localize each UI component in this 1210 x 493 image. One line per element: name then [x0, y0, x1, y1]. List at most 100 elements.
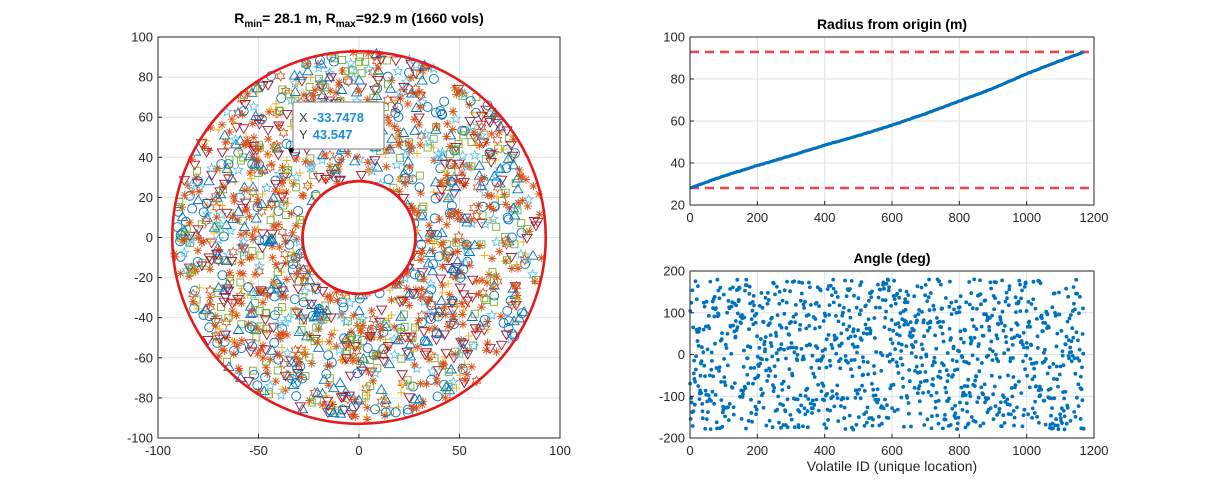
scatter-point-asterisk — [354, 87, 363, 96]
angle-point — [714, 306, 718, 310]
scatter-point-triangle-down — [394, 297, 406, 308]
angle-point — [1043, 422, 1048, 427]
scatter-point-asterisk — [501, 200, 511, 209]
angle-point — [710, 359, 714, 363]
scatter-point-hexagram — [281, 369, 292, 381]
angle-point — [897, 325, 902, 329]
scatter-axes[interactable]: -100 -50 0 50 100 -100-80-60-40-200204060801… — [127, 10, 571, 458]
scatter-point-square — [342, 350, 351, 359]
angle-point — [889, 318, 894, 322]
scatter-point-asterisk — [299, 191, 308, 201]
scatter-radius-circles — [170, 49, 548, 426]
scatter-point-plus — [397, 388, 406, 397]
scatter-point-triangle-down — [225, 257, 238, 267]
scatter-point-star — [487, 213, 499, 224]
scatter-point-plus — [228, 118, 237, 127]
angle-point — [1016, 299, 1021, 304]
scatter-point-triangle-down — [313, 173, 325, 183]
angle-point — [747, 291, 752, 296]
scatter-y-tick-label: -80 — [134, 390, 153, 405]
angle-point — [933, 406, 938, 410]
angle-point — [839, 331, 844, 336]
angle-point — [1052, 377, 1056, 381]
scatter-point-hexagram — [438, 177, 449, 189]
scatter-point-star — [340, 316, 352, 327]
scatter-point-asterisk — [176, 269, 185, 278]
scatter-point-triangle-down — [222, 174, 235, 185]
scatter-point-square — [356, 357, 365, 365]
scatter-point-asterisk — [316, 315, 326, 325]
angle-point — [947, 396, 951, 401]
scatter-point-plus — [386, 286, 395, 295]
scatter-point-circle — [254, 159, 265, 170]
angle-point — [691, 325, 695, 330]
angle-point — [990, 358, 995, 362]
scatter-point-asterisk — [483, 338, 492, 348]
angle-point — [913, 314, 918, 319]
angle-point — [900, 362, 905, 367]
scatter-point-asterisk — [211, 321, 220, 331]
scatter-point-circle — [400, 173, 411, 184]
scatter-point-asterisk — [363, 158, 373, 167]
angle-point — [792, 425, 797, 430]
angle-point — [704, 299, 709, 304]
angle-point — [913, 340, 918, 344]
scatter-x-tick-label: -100 — [145, 443, 171, 458]
scatter-point-asterisk — [523, 201, 532, 211]
angle-point — [849, 358, 854, 362]
scatter-point-asterisk — [292, 269, 301, 278]
scatter-point-triangle-up — [422, 257, 435, 268]
angle-point — [740, 313, 744, 317]
scatter-point-asterisk — [248, 119, 257, 128]
angle-point — [949, 312, 954, 316]
scatter-point-asterisk — [221, 137, 230, 147]
angle-point — [874, 305, 878, 310]
angle-point — [944, 368, 949, 373]
radius-x-tick-label: 0 — [686, 210, 693, 225]
angle-point — [1062, 414, 1067, 419]
scatter-point-asterisk — [450, 207, 460, 217]
scatter-point-asterisk — [271, 260, 281, 269]
scatter-point-star — [333, 344, 345, 355]
scatter-point-asterisk — [515, 165, 524, 175]
scatter-point-plus — [330, 326, 339, 335]
angle-point — [777, 420, 781, 425]
scatter-point-circle — [204, 322, 215, 333]
angle-point — [911, 345, 916, 350]
scatter-point-asterisk — [211, 312, 220, 321]
scatter-point-asterisk — [405, 162, 414, 172]
scatter-point-plus — [452, 302, 461, 311]
scatter-point-asterisk — [416, 255, 426, 264]
scatter-point-asterisk — [220, 346, 229, 355]
angle-point — [920, 347, 925, 352]
angle-point — [923, 283, 928, 287]
angle-point — [1064, 334, 1069, 339]
scatter-point-asterisk — [445, 290, 454, 299]
angle-point — [1053, 314, 1058, 318]
scatter-point-asterisk — [194, 233, 203, 243]
angle-point — [714, 420, 719, 425]
scatter-point-asterisk — [492, 347, 501, 357]
angle-point — [788, 289, 792, 294]
scatter-point-triangle-up — [436, 151, 449, 161]
scatter-point-circle — [428, 73, 439, 84]
angle-point — [689, 400, 694, 405]
angle-point — [1006, 303, 1011, 308]
scatter-point-plus — [413, 149, 422, 158]
angle-y-tick-label: -100 — [659, 389, 685, 404]
scatter-point-triangle-down — [188, 160, 201, 171]
scatter-point-star — [248, 100, 260, 112]
angle-point — [1012, 415, 1017, 420]
angle-point — [1076, 382, 1081, 387]
scatter-point-square — [488, 268, 497, 277]
datatip[interactable]: X -33.7478 Y 43.547 — [288, 101, 385, 153]
scatter-point-triangle-down — [343, 391, 356, 402]
angle-point — [743, 386, 748, 391]
angle-point — [774, 330, 778, 335]
scatter-point-triangle-down — [492, 119, 504, 130]
angle-point — [857, 387, 861, 392]
angle-point — [924, 378, 929, 383]
angle-point — [713, 341, 717, 346]
